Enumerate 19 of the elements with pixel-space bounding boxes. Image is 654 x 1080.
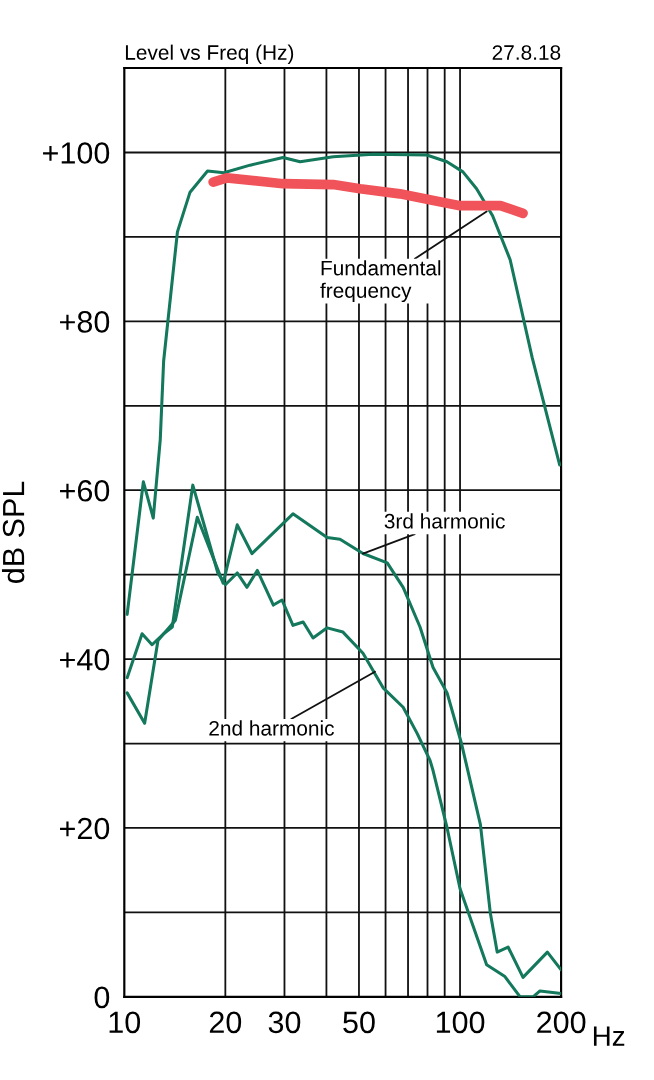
y-tick-label: +20 [60,817,110,840]
annotation: 2nd harmonic [209,720,334,736]
y-tick-label: +60 [60,479,110,502]
x-tick-label: 30 [268,1011,301,1034]
x-tick-label: 100 [436,1011,485,1034]
x-axis-title: Hz [593,1026,625,1046]
y-tick-label: +100 [43,142,110,164]
annotation: Fundamental frequency [320,260,441,303]
y-tick-label: +40 [60,648,110,671]
x-tick-label: 20 [209,1011,242,1034]
x-tick-label: 50 [343,1011,375,1034]
chart-title: Level vs Freq (Hz) [125,44,294,65]
y-axis-title: dB SPL [1,481,25,583]
y-tick-label: +80 [60,311,110,333]
annotation: 3rd harmonic [384,513,505,529]
x-tick-label: 200 [537,1011,586,1034]
y-tick-label: 0 [94,986,110,1009]
x-tick-label: 10 [109,1011,141,1034]
chart-subtitle: 27.8.18 [492,45,561,60]
